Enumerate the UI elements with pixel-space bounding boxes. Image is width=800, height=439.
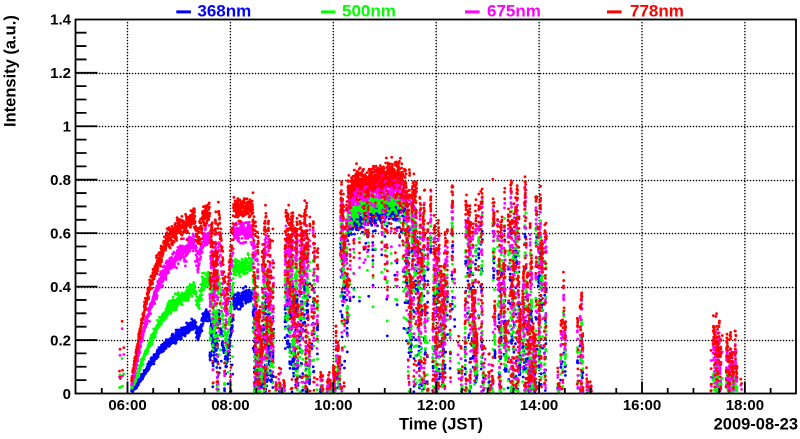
svg-text:10:00: 10:00 xyxy=(314,397,352,414)
svg-text:18:00: 18:00 xyxy=(726,397,764,414)
svg-text:1.4: 1.4 xyxy=(50,12,72,29)
svg-text:16:00: 16:00 xyxy=(623,397,661,414)
svg-text:675nm: 675nm xyxy=(487,2,541,21)
svg-text:06:00: 06:00 xyxy=(108,397,146,414)
svg-text:Intensity (a.u.): Intensity (a.u.) xyxy=(2,15,20,127)
svg-text:0.6: 0.6 xyxy=(50,226,71,243)
svg-text:08:00: 08:00 xyxy=(211,397,249,414)
svg-text:12:00: 12:00 xyxy=(417,397,455,414)
svg-text:Time (JST): Time (JST) xyxy=(399,416,483,434)
svg-text:1.2: 1.2 xyxy=(50,65,71,82)
svg-text:368nm: 368nm xyxy=(197,2,251,21)
svg-text:0: 0 xyxy=(63,386,71,403)
svg-text:0.2: 0.2 xyxy=(50,332,71,349)
svg-text:0.8: 0.8 xyxy=(50,172,71,189)
svg-text:0.4: 0.4 xyxy=(50,279,72,296)
svg-text:14:00: 14:00 xyxy=(520,397,558,414)
svg-text:778nm: 778nm xyxy=(630,2,684,21)
svg-text:1: 1 xyxy=(63,119,71,136)
svg-text:500nm: 500nm xyxy=(342,2,396,21)
svg-text:2009-08-23: 2009-08-23 xyxy=(714,416,798,434)
